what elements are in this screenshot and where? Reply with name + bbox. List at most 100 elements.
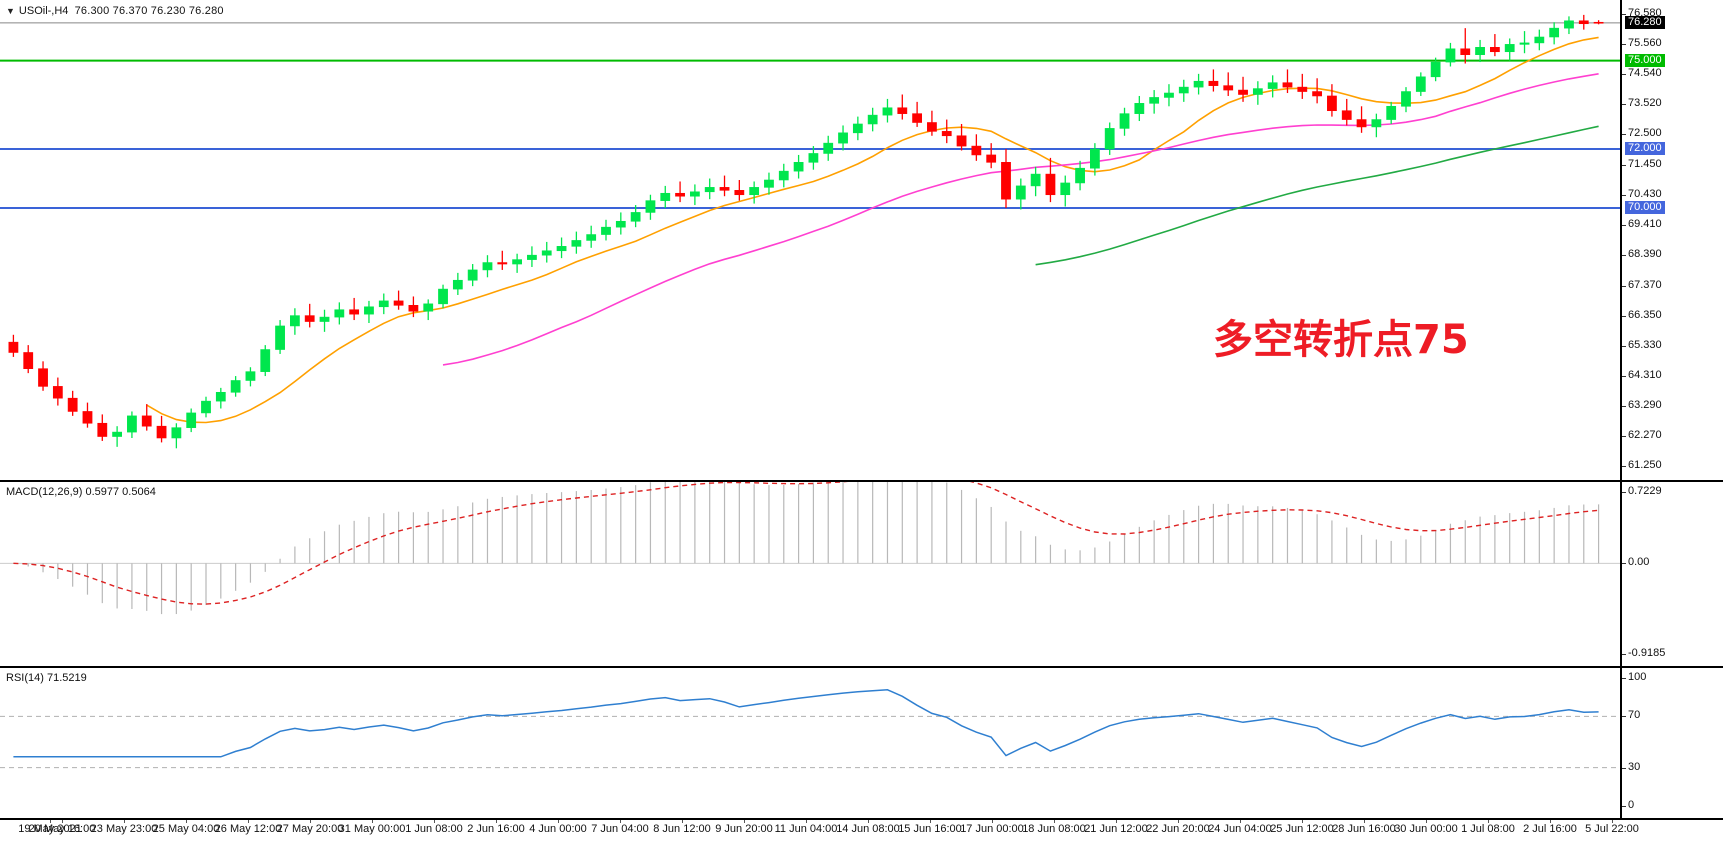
macd-tick-label: 0.7229 — [1628, 485, 1662, 497]
macd-tick-mark — [1622, 563, 1626, 565]
time-axis-label: 17 Jun 00:00 — [960, 823, 1024, 835]
time-axis-tick — [124, 820, 125, 823]
time-axis-label: 14 Jun 08:00 — [836, 823, 900, 835]
time-axis-label: 23 May 23:00 — [90, 823, 158, 835]
price-tick-label: 74.540 — [1628, 67, 1662, 80]
time-axis-label: 2 Jul 16:00 — [1523, 823, 1577, 835]
price-plot-area[interactable] — [0, 0, 1620, 480]
ohlc-values: 76.300 76.370 76.230 76.280 — [74, 5, 224, 17]
time-axis-tick — [1116, 820, 1117, 823]
macd-axis[interactable]: 0.7229 0.00 -0.9185 — [1620, 482, 1723, 666]
candlestick-series — [8, 14, 1604, 449]
time-axis-label: 22 Jun 20:00 — [1146, 823, 1210, 835]
rsi-axis[interactable]: 100 70 30 0 — [1620, 668, 1723, 818]
time-axis-tick — [1054, 820, 1055, 823]
time-axis-tick — [248, 820, 249, 823]
price-tick-mark — [1622, 104, 1626, 106]
macd-histogram — [27, 482, 1600, 615]
price-tick-mark — [1622, 435, 1626, 437]
price-tick-label: 63.290 — [1628, 398, 1662, 411]
price-tick-label: 62.270 — [1628, 428, 1662, 441]
time-axis-label: 21 Jun 12:00 — [1084, 823, 1148, 835]
time-axis[interactable]: 19 May 2021 20 May 16:00 23 May 23:00 25 Ma… — [0, 819, 1723, 841]
price-tick-label: 70.430 — [1628, 188, 1662, 201]
time-axis-tick — [1364, 820, 1365, 823]
price-tick-mark — [1622, 315, 1626, 317]
price-axis[interactable]: 76.580 75.560 74.540 73.520 72.500 71.450 70.4… — [1620, 0, 1723, 480]
time-axis-label: 25 May 04:00 — [152, 823, 220, 835]
time-axis-label: 1 Jun 08:00 — [405, 823, 463, 835]
time-axis-tick — [496, 820, 497, 823]
macd-tick-mark — [1622, 654, 1626, 655]
rsi-tick-mark — [1622, 806, 1626, 807]
rsi-panel[interactable]: RSI(14) 71.5219 100 70 30 0 — [0, 667, 1723, 819]
rsi-tick-label: 100 — [1628, 671, 1647, 683]
price-tick-label: 69.410 — [1628, 218, 1662, 231]
time-axis-tick — [620, 820, 621, 823]
time-axis-tick — [62, 820, 63, 823]
time-axis-tick — [1240, 820, 1241, 823]
time-axis-tick — [682, 820, 683, 823]
time-axis-tick — [806, 820, 807, 823]
macd-panel[interactable]: MACD(12,26,9) 0.5977 0.5064 0.7229 0.00 -0… — [0, 481, 1723, 667]
time-axis-tick — [744, 820, 745, 823]
price-tick-mark — [1622, 74, 1626, 76]
price-tag-level[interactable]: 70.000 — [1625, 201, 1665, 214]
time-axis-label: 15 Jun 16:00 — [898, 823, 962, 835]
macd-plot-area[interactable] — [0, 482, 1620, 666]
price-panel[interactable]: ▼ USOil-,H4 76.300 76.370 76.230 76.280 多… — [0, 0, 1723, 481]
price-tick-mark — [1622, 285, 1626, 287]
time-axis-label: 31 May 00:00 — [338, 823, 406, 835]
price-tick-label: 66.350 — [1628, 308, 1662, 321]
symbol-header: ▼ USOil-,H4 76.300 76.370 76.230 76.280 — [6, 5, 224, 17]
ma-mid-line — [442, 73, 1599, 366]
time-axis-label: 26 May 12:00 — [214, 823, 282, 835]
time-axis-label: 27 May 20:00 — [276, 823, 344, 835]
time-axis-tick — [1426, 820, 1427, 823]
time-axis-label: 20 May 16:00 — [28, 823, 96, 835]
time-axis-tick — [310, 820, 311, 823]
macd-tick-mark — [1622, 492, 1626, 493]
rsi-tick-mark — [1622, 716, 1626, 718]
price-tag-level[interactable]: 75.000 — [1625, 53, 1665, 67]
price-tick-mark — [1622, 225, 1626, 227]
macd-tick-label: -0.9185 — [1628, 647, 1666, 659]
rsi-tick-label: 30 — [1628, 760, 1641, 773]
price-tick-label: 71.450 — [1628, 158, 1662, 171]
time-axis-tick — [50, 820, 51, 823]
time-axis-label: 9 Jun 20:00 — [715, 823, 773, 835]
time-axis-label: 11 Jun 04:00 — [774, 823, 838, 835]
price-tick-mark — [1622, 345, 1626, 347]
time-axis-tick — [992, 820, 993, 823]
price-tag-last-price[interactable]: 76.280 — [1625, 15, 1665, 29]
time-axis-tick — [1302, 820, 1303, 823]
price-tick-mark — [1622, 195, 1626, 197]
price-tick-label: 73.520 — [1628, 97, 1662, 110]
time-axis-label: 7 Jun 04:00 — [591, 823, 649, 835]
time-axis-tick — [372, 820, 373, 823]
time-axis-tick — [868, 820, 869, 823]
ma-fast-line — [146, 36, 1599, 424]
rsi-tick-mark — [1622, 678, 1626, 679]
rsi-tick-mark — [1622, 767, 1626, 769]
price-tick-mark — [1622, 165, 1626, 167]
price-tick-mark — [1622, 14, 1626, 15]
collapse-caret-icon[interactable]: ▼ — [6, 6, 15, 17]
time-axis-tick — [1550, 820, 1551, 823]
price-tick-mark — [1622, 405, 1626, 407]
price-tick-label: 67.370 — [1628, 278, 1662, 291]
time-axis-label: 28 Jun 16:00 — [1332, 823, 1396, 835]
price-tag-level[interactable]: 72.000 — [1625, 142, 1665, 156]
price-tick-label: 65.330 — [1628, 338, 1662, 351]
price-tick-label: 72.500 — [1628, 127, 1662, 140]
macd-header: MACD(12,26,9) 0.5977 0.5064 — [6, 486, 156, 498]
macd-signal-line — [13, 482, 1599, 605]
time-axis-tick — [434, 820, 435, 823]
price-tick-label: 75.560 — [1628, 37, 1662, 50]
price-tick-mark — [1622, 44, 1626, 46]
price-tick-label: 76.580 — [1628, 7, 1662, 19]
rsi-plot-area[interactable] — [0, 668, 1620, 818]
macd-tick-label: 0.00 — [1628, 556, 1650, 569]
price-tick-mark — [1622, 466, 1626, 467]
